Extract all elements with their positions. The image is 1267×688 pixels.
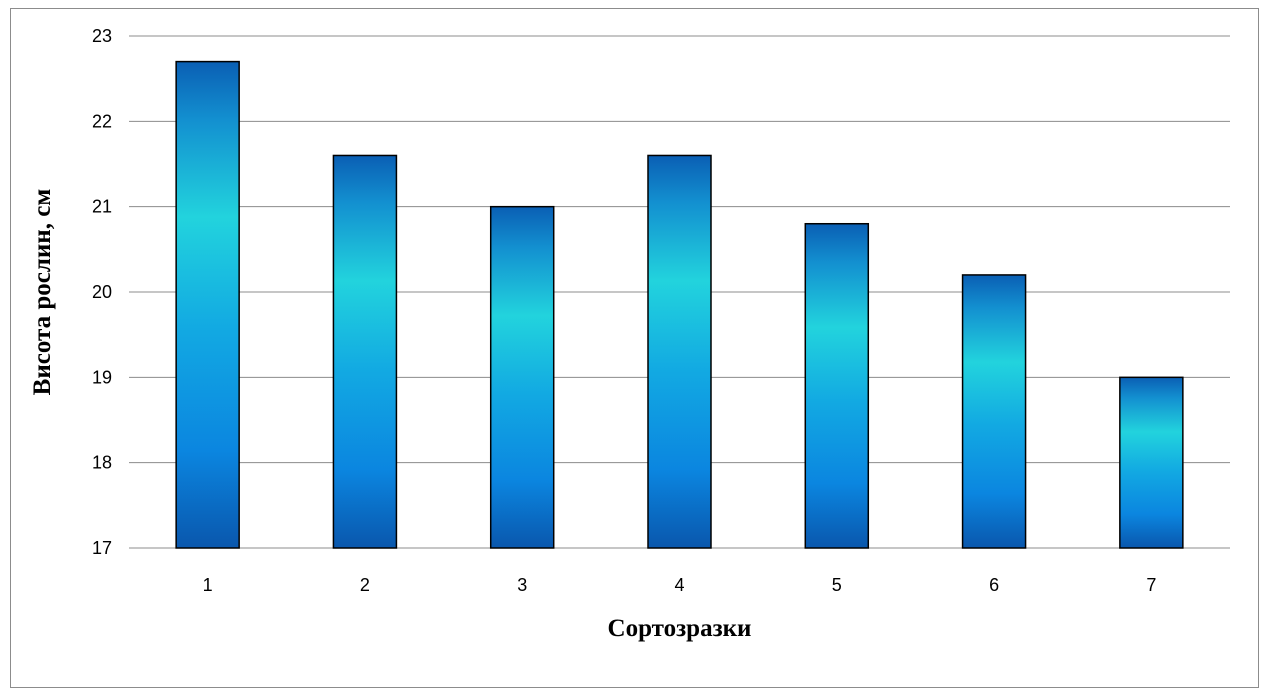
y-axis-title: Висота рослин, см xyxy=(29,189,56,396)
bar-3 xyxy=(489,205,555,549)
x-axis-ticks: 1 2 3 4 5 6 7 xyxy=(203,575,1157,595)
x-tick-label: 2 xyxy=(360,575,370,595)
y-tick-label: 18 xyxy=(92,453,112,473)
x-tick-label: 3 xyxy=(517,575,527,595)
bar-7 xyxy=(1119,376,1184,549)
bar-2 xyxy=(332,154,398,549)
y-tick-label: 19 xyxy=(92,367,112,387)
y-tick-label: 22 xyxy=(92,111,112,131)
y-tick-label: 17 xyxy=(92,538,112,558)
x-axis-title: Сортозразки xyxy=(608,615,752,642)
x-tick-label: 4 xyxy=(674,575,684,595)
x-tick-label: 5 xyxy=(832,575,842,595)
bar-1 xyxy=(175,60,240,549)
y-tick-label: 21 xyxy=(92,197,112,217)
bar-4 xyxy=(647,154,712,549)
x-tick-label: 6 xyxy=(989,575,999,595)
y-axis-ticks: 17 18 19 20 21 22 23 xyxy=(92,26,112,558)
bar-6 xyxy=(961,274,1027,549)
bar-5 xyxy=(804,222,870,549)
y-tick-label: 20 xyxy=(92,282,112,302)
bars xyxy=(175,60,1184,549)
x-tick-label: 7 xyxy=(1146,575,1156,595)
x-tick-label: 1 xyxy=(203,575,213,595)
y-tick-label: 23 xyxy=(92,26,112,46)
